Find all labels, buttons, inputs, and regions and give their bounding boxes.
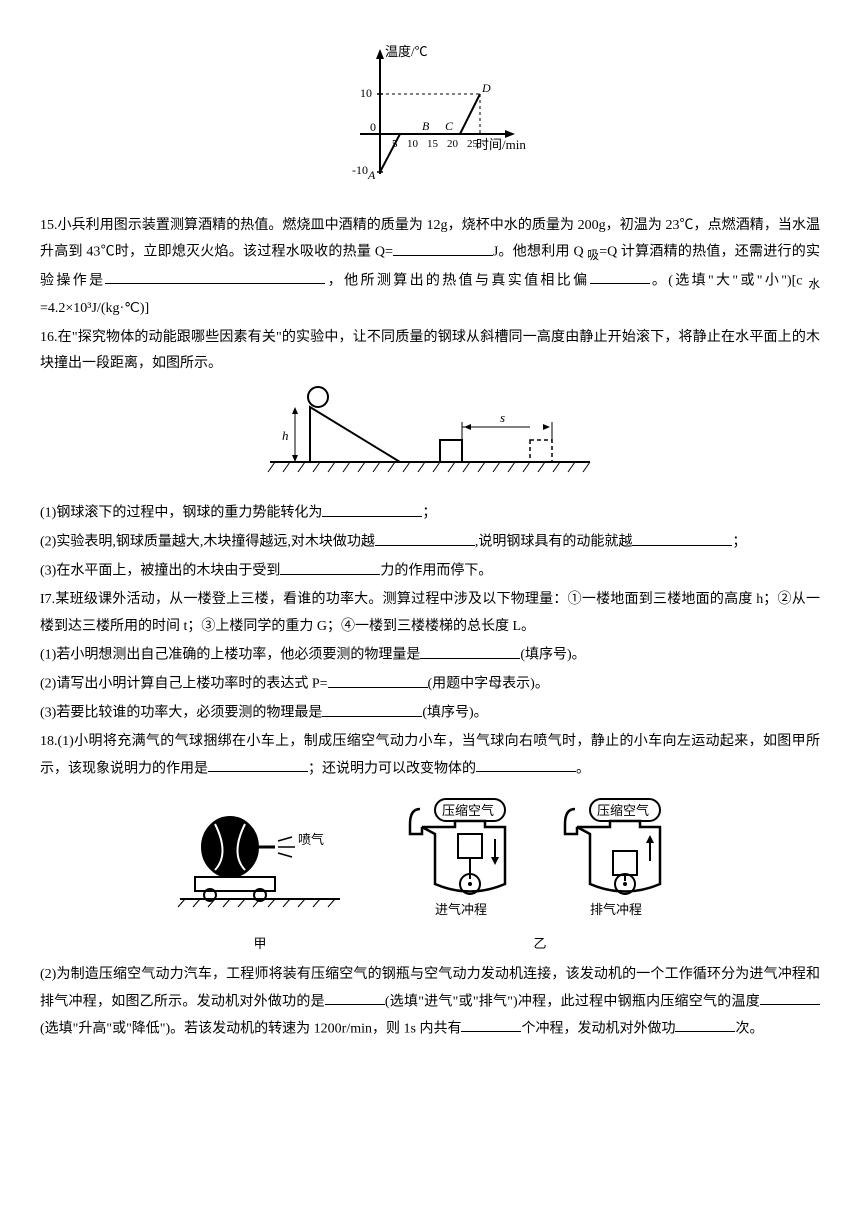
q18-2e: 次。 — [735, 1021, 763, 1036]
q15-blank1 — [393, 239, 493, 255]
q15-blank3 — [590, 268, 650, 284]
q15-unit1: J。他想利用 Q — [493, 245, 587, 260]
exhaust-label: 排气冲程 — [590, 902, 642, 917]
q18-blank5 — [461, 1016, 521, 1032]
q16-figure: h s — [40, 382, 820, 493]
q15-formula: =4.2×10³J/(kg·℃)] — [40, 301, 149, 316]
q18-2b: (选填"进气"或"排气")冲程，此过程中钢瓶内压缩空气的温度 — [385, 994, 760, 1009]
q18-blank6 — [675, 1016, 735, 1032]
q16-3a: (3)在水平面上，被撞出的木块由于受到 — [40, 564, 280, 579]
q18-2c: (选填"升高"或"降低")。若该发动机的转速为 1200r/min，则 1s 内… — [40, 1021, 461, 1036]
q18-blank2 — [476, 756, 576, 772]
q15-end: 。(选填"大"或"小")[c — [650, 273, 809, 288]
q17-1b: (填序号)。 — [520, 648, 585, 663]
svg-text:D: D — [481, 81, 491, 95]
q16-blank2 — [375, 529, 475, 545]
balloon-car-diagram: 喷气 — [170, 799, 350, 919]
q17-3: (3)若要比较谁的功率大，必须要测的物理最是 (填序号)。 — [40, 700, 820, 727]
q18-1: 18.(1)小明将充满气的气球捆绑在小车上，制成压缩空气动力小车，当气球向右喷气… — [40, 729, 820, 783]
svg-text:-10: -10 — [352, 163, 368, 177]
q15-text: 15.小兵利用图示装置测算酒精的热值。燃烧皿中酒精的质量为 12g，烧杯中水的质… — [40, 213, 820, 323]
q17-2: (2)请写出小明计算自己上楼功率时的表达式 P= (用题中字母表示)。 — [40, 671, 820, 698]
q16-3b: 力的作用而停下。 — [380, 564, 492, 579]
q18-1b: ；还说明力可以改变物体的 — [308, 761, 476, 776]
intake-label: 进气冲程 — [435, 902, 487, 917]
q17-2a: (2)请写出小明计算自己上楼功率时的表达式 P= — [40, 677, 328, 692]
q16-blank3 — [632, 529, 732, 545]
svg-text:10: 10 — [360, 86, 372, 100]
q16-stem: 16.在"探究物体的动能跟哪些因素有关"的实验中，让不同质量的钢球从斜槽同一高度… — [40, 325, 820, 378]
q16-2: (2)实验表明,钢球质量越大,木块撞得越远,对木块做功越 ,说明钢球具有的动能就越… — [40, 529, 820, 556]
compress-label-2: 压缩空气 — [597, 803, 649, 818]
svg-text:20: 20 — [447, 138, 459, 150]
q16-2b: ,说明钢球具有的动能就越 — [475, 535, 633, 550]
q17-blank1 — [420, 642, 520, 658]
q14-chart: 10 0 -10 5 10 15 20 25 温度/℃ 时间/min A B C… — [40, 34, 820, 205]
q16-2a: (2)实验表明,钢球质量越大,木块撞得越远,对木块做功越 — [40, 535, 375, 550]
q17-1: (1)若小明想测出自己准确的上楼功率，他必须要测的物理量是 (填序号)。 — [40, 642, 820, 669]
temperature-time-chart: 10 0 -10 5 10 15 20 25 温度/℃ 时间/min A B C… — [330, 34, 530, 194]
q18-blank4 — [760, 989, 820, 1005]
q17-blank2 — [328, 671, 428, 687]
q15-sub2: 水 — [808, 278, 820, 291]
q17-3b: (填序号)。 — [422, 706, 487, 721]
q17-2b: (用题中字母表示)。 — [428, 677, 549, 692]
svg-text:h: h — [282, 428, 289, 443]
q15-blank2 — [105, 268, 325, 284]
q18-blank3 — [325, 989, 385, 1005]
q18-figure-right: 压缩空气 进气冲程 压缩空气 — [390, 789, 690, 956]
caption-jia: 甲 — [170, 932, 350, 957]
q17-blank3 — [322, 700, 422, 716]
q17-stem: I7.某班级课外活动，从一楼登上三楼，看谁的功率大。测算过程中涉及以下物理量：①… — [40, 587, 820, 640]
q17-3a: (3)若要比较谁的功率大，必须要测的物理最是 — [40, 706, 322, 721]
svg-text:温度/℃: 温度/℃ — [385, 44, 428, 59]
q16-3: (3)在水平面上，被撞出的木块由于受到 力的作用而停下。 — [40, 558, 820, 585]
caption-yi: 乙 — [390, 932, 690, 957]
q17-1a: (1)若小明想测出自己准确的上楼功率，他必须要测的物理量是 — [40, 648, 420, 663]
svg-text:A: A — [367, 168, 376, 182]
q18-2d: 个冲程，发动机对外做功 — [521, 1021, 675, 1036]
svg-text:10: 10 — [407, 138, 419, 150]
ramp-block-diagram: h s — [250, 382, 610, 482]
svg-text:15: 15 — [427, 138, 439, 150]
q16-blank4 — [280, 558, 380, 574]
q18-figures: 喷气 甲 压缩空气 进气冲程 — [40, 789, 820, 956]
q18-2: (2)为制造压缩空气动力汽车，工程师将装有压缩空气的钢瓶与空气动力发动机连接，该… — [40, 962, 820, 1043]
q16-2c: ； — [732, 535, 746, 550]
svg-text:时间/min: 时间/min — [476, 137, 526, 152]
q16-blank1 — [322, 500, 422, 516]
engine-diagram: 压缩空气 进气冲程 压缩空气 — [390, 789, 690, 919]
q18-blank1 — [208, 756, 308, 772]
svg-text:0: 0 — [370, 120, 376, 134]
q16-1a: (1)钢球滚下的过程中，钢球的重力势能转化为 — [40, 506, 322, 521]
jet-label: 喷气 — [298, 832, 324, 847]
q18-1c: 。 — [576, 761, 590, 776]
q16-1: (1)钢球滚下的过程中，钢球的重力势能转化为 ； — [40, 500, 820, 527]
q15-mid2: ，他所测算出的热值与真实值相比偏 — [325, 273, 589, 288]
svg-text:s: s — [500, 410, 505, 425]
q16-1b: ； — [422, 506, 436, 521]
q18-figure-left: 喷气 甲 — [170, 799, 350, 956]
q15-sub1: 吸 — [587, 249, 599, 262]
svg-text:B: B — [422, 119, 430, 133]
svg-text:C: C — [445, 119, 454, 133]
compress-label-1: 压缩空气 — [442, 803, 494, 818]
